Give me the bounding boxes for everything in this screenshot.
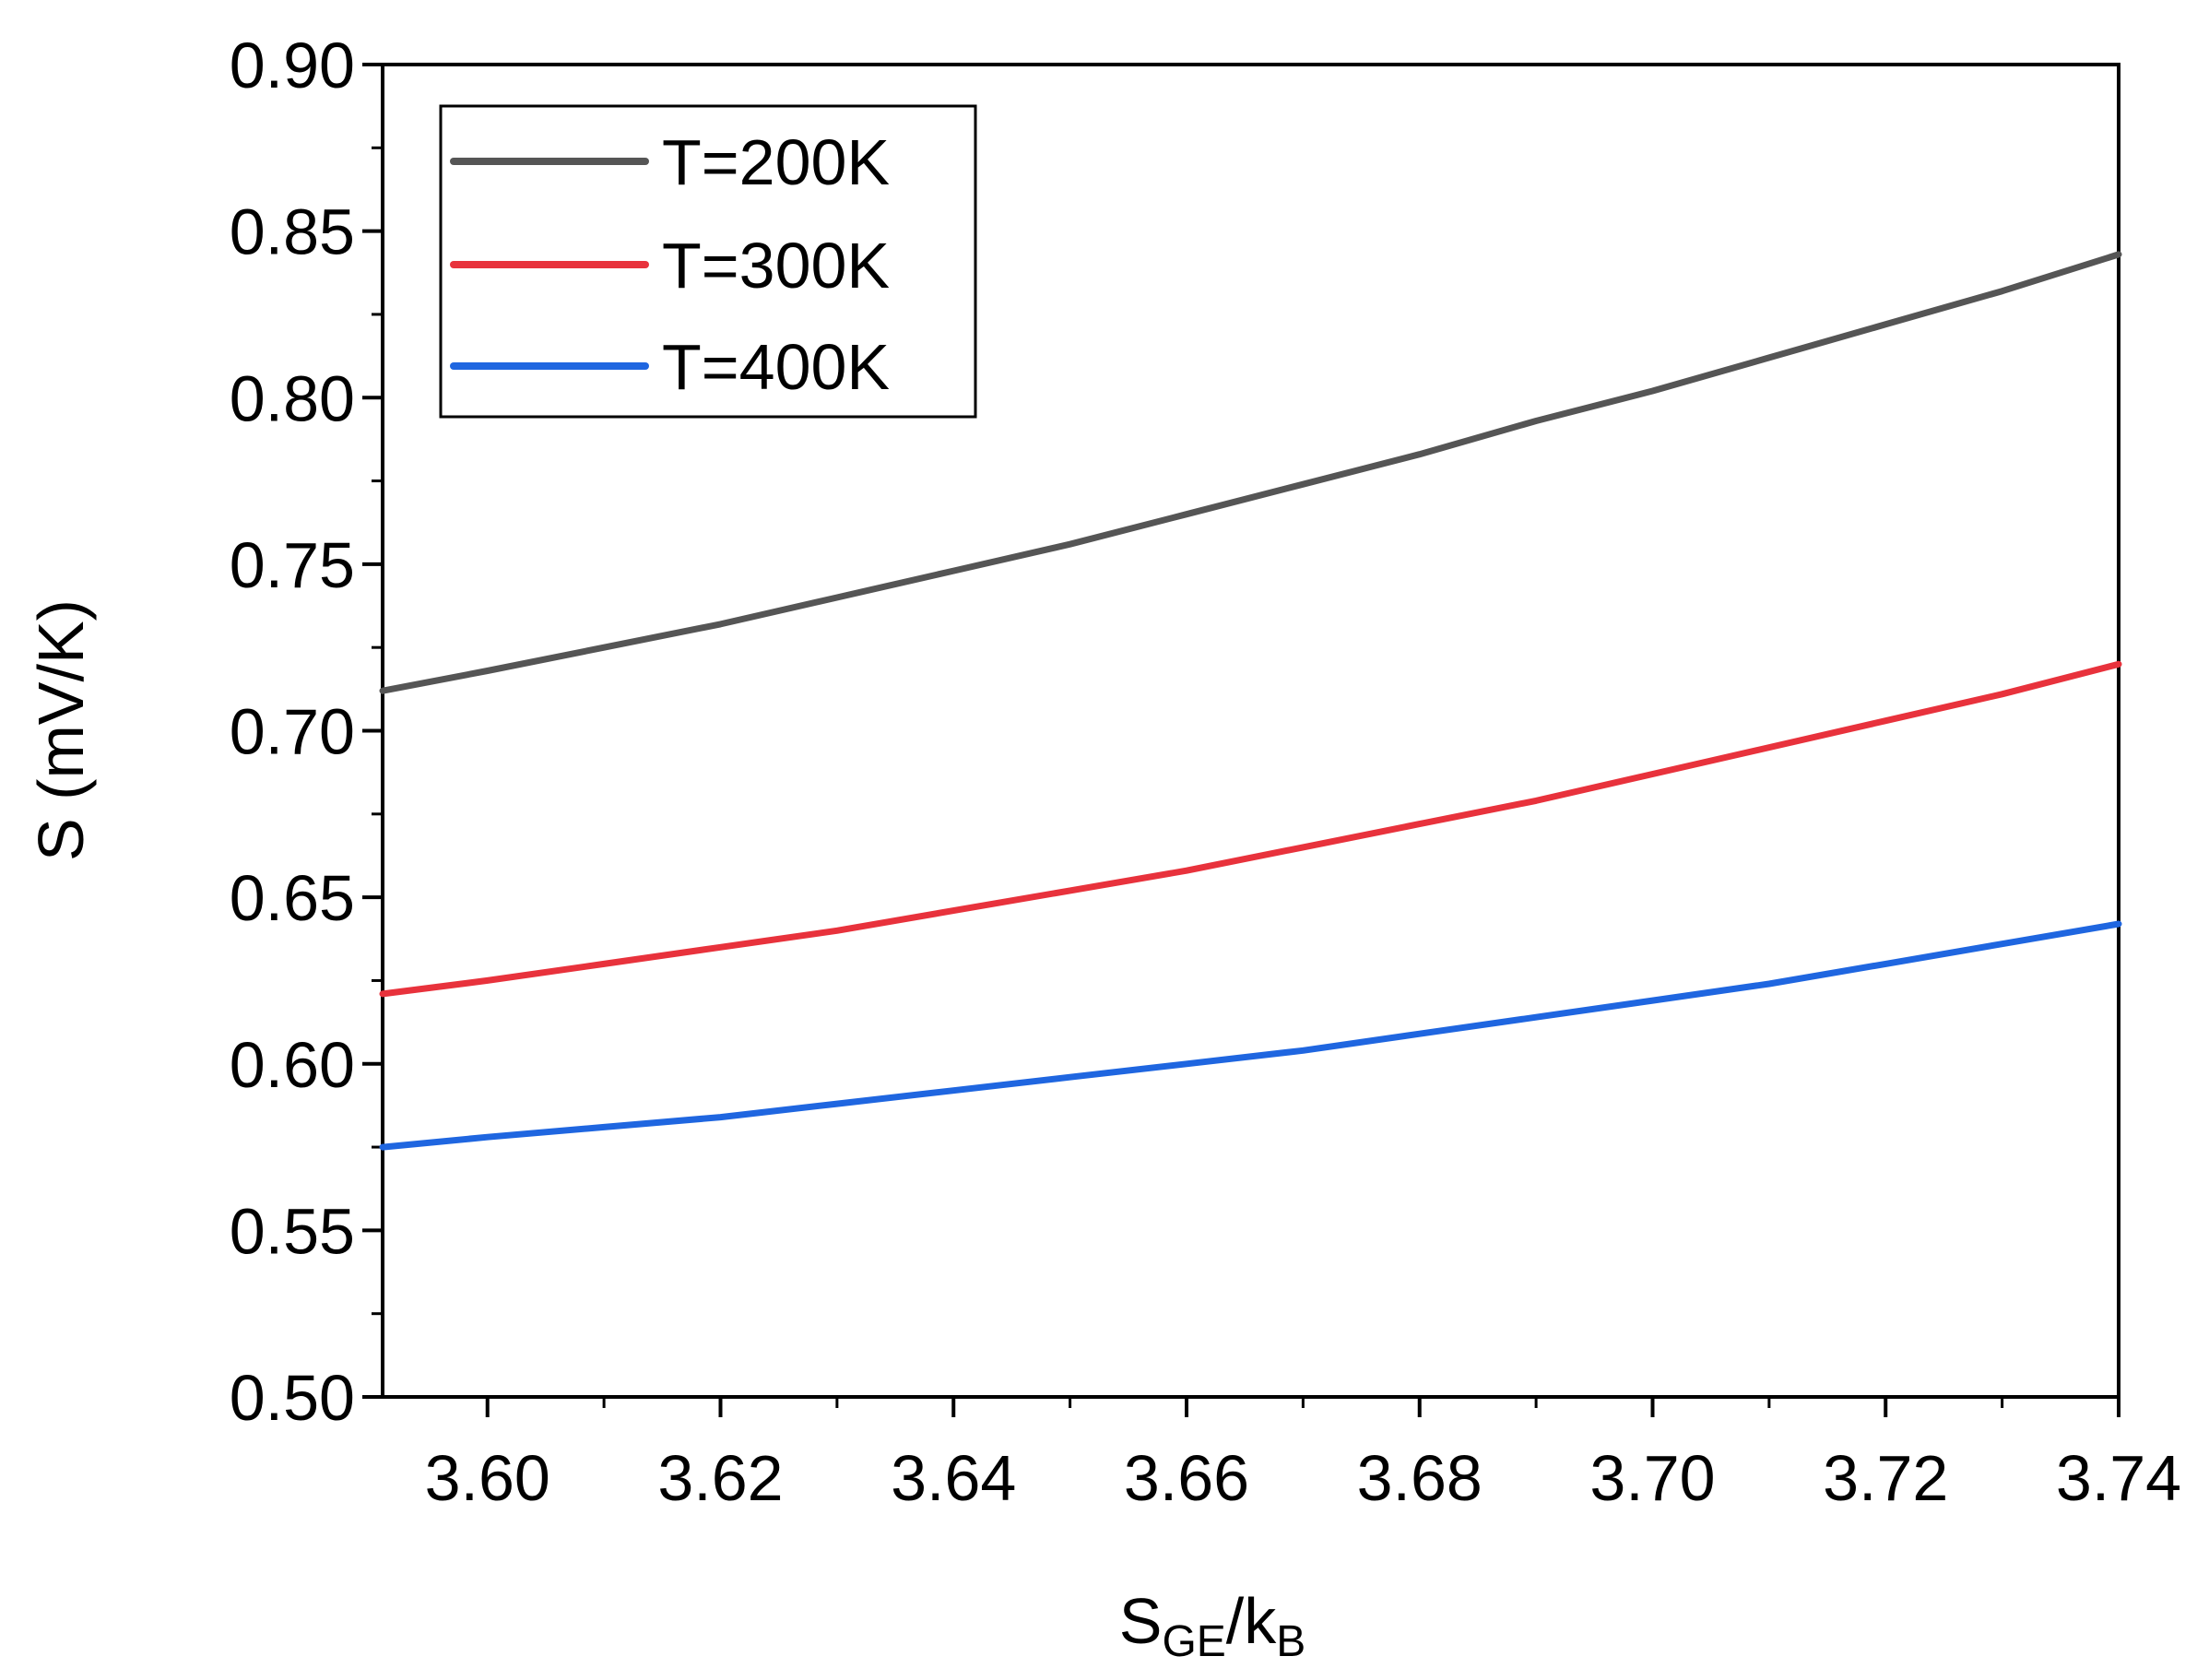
x-tick-label: 3.62 bbox=[657, 1442, 783, 1514]
y-tick-label: 0.70 bbox=[230, 696, 355, 768]
y-tick-label: 0.55 bbox=[230, 1195, 355, 1267]
legend-label-1: T=200K bbox=[662, 126, 890, 198]
x-axis-label-sub1: GE bbox=[1162, 1617, 1225, 1666]
x-tick-label: 3.70 bbox=[1589, 1442, 1715, 1514]
y-tick-label: 0.85 bbox=[230, 196, 355, 268]
x-tick-label: 3.68 bbox=[1357, 1442, 1483, 1514]
y-tick-label: 0.75 bbox=[230, 529, 355, 601]
series-line-2 bbox=[379, 660, 2122, 998]
x-tick-label: 3.72 bbox=[1823, 1442, 1948, 1514]
y-axis-label: S (mV/K) bbox=[25, 599, 97, 861]
legend-label-2: T=300K bbox=[662, 230, 890, 302]
y-tick-label: 0.50 bbox=[230, 1362, 355, 1434]
legend-label-3: T=400K bbox=[662, 331, 890, 403]
x-axis-ticks: 3.60 3.62 3.64 3.66 3.68 3.70 3.72 3.74 bbox=[425, 1397, 2181, 1514]
y-tick-label: 0.90 bbox=[230, 30, 355, 101]
x-tick-label: 3.64 bbox=[891, 1442, 1016, 1514]
x-axis-label-main: S bbox=[1119, 1585, 1163, 1657]
x-axis-label-sub2: B bbox=[1276, 1617, 1305, 1666]
y-tick-label: 0.60 bbox=[230, 1029, 355, 1101]
x-axis-label-mid: /k bbox=[1226, 1585, 1277, 1657]
y-tick-label: 0.65 bbox=[230, 862, 355, 934]
y-tick-label: 0.80 bbox=[230, 362, 355, 434]
series-line-3 bbox=[379, 920, 2122, 1151]
x-tick-label: 3.60 bbox=[425, 1442, 550, 1514]
x-tick-label: 3.66 bbox=[1124, 1442, 1249, 1514]
y-axis-ticks: 0.50 0.55 0.60 0.65 0.70 0.75 0.80 0.85 0.90 bbox=[230, 30, 383, 1434]
x-tick-label: 3.74 bbox=[2056, 1442, 2181, 1514]
series-layer bbox=[379, 251, 2122, 1151]
legend: T=200K T=300K T=400K bbox=[439, 104, 977, 419]
x-axis-label: SGE/kB bbox=[1119, 1585, 1306, 1666]
series-line-1 bbox=[379, 251, 2122, 694]
